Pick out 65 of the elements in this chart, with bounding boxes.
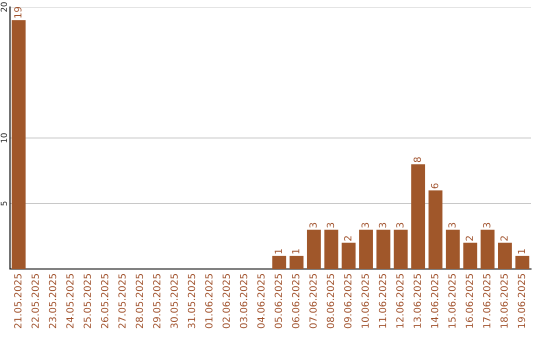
y-tick-label: 20 — [0, 2, 7, 12]
x-tick-label: 17.06.2025 — [483, 274, 490, 328]
data-label: 3 — [361, 222, 369, 228]
x-tick-label: 23.05.2025 — [48, 274, 56, 328]
data-label: 1 — [292, 249, 300, 254]
x-tick-label: 01.06.2025 — [205, 274, 213, 328]
x-tick-label: 12.06.2025 — [396, 274, 404, 328]
x-tick-label: 03.06.2025 — [240, 274, 248, 328]
bar — [428, 190, 442, 269]
bar — [12, 20, 26, 269]
x-tick-label: 14.06.2025 — [430, 274, 438, 328]
bar — [394, 230, 408, 269]
y-tick-label: 10 — [0, 133, 7, 142]
x-tick-label: 18.06.2025 — [500, 274, 508, 328]
bar — [515, 256, 530, 269]
x-tick-label: 02.06.2025 — [222, 274, 230, 328]
x-tick-label: 08.06.2025 — [326, 274, 334, 328]
x-tick-label: 16.06.2025 — [466, 274, 474, 328]
data-label: 1 — [518, 249, 525, 254]
x-tick-label: 24.05.2025 — [66, 274, 74, 328]
x-tick-label: 30.05.2025 — [170, 274, 178, 328]
data-label: 3 — [396, 222, 404, 228]
bar — [359, 230, 373, 269]
bar — [324, 230, 338, 269]
y-tick-label: 5 — [0, 202, 7, 206]
x-tick-label: 06.06.2025 — [292, 274, 300, 328]
data-label: 8 — [414, 157, 421, 162]
bar — [272, 256, 286, 269]
x-tick-label: 04.06.2025 — [257, 274, 265, 328]
data-label: 3 — [448, 222, 456, 228]
data-label: 3 — [309, 222, 317, 228]
x-tick-label: 15.06.2025 — [448, 274, 456, 328]
bar — [376, 230, 390, 269]
data-label: 6 — [430, 183, 438, 188]
x-tick-label: 26.05.2025 — [100, 274, 108, 328]
bar — [290, 256, 304, 269]
x-tick-label: 21.05.2025 — [14, 274, 22, 328]
data-label: 19 — [14, 7, 22, 18]
bar — [480, 230, 495, 269]
bar — [411, 164, 426, 269]
x-tick-label: 25.05.2025 — [84, 274, 91, 328]
bar — [498, 242, 512, 269]
x-tick-label: 29.05.2025 — [153, 274, 160, 328]
x-tick-label: 28.05.2025 — [136, 274, 144, 328]
x-tick-label: 27.05.2025 — [118, 274, 126, 328]
x-tick-label: 13.06.2025 — [414, 274, 421, 328]
data-label: 2 — [466, 236, 473, 241]
data-label: 1 — [274, 249, 282, 254]
x-tick-label: 07.06.2025 — [309, 274, 317, 328]
data-label: 3 — [378, 222, 386, 228]
x-tick-label: 22.05.2025 — [32, 274, 39, 328]
x-tick-label: 09.06.2025 — [344, 274, 352, 328]
data-label: 3 — [483, 222, 490, 228]
x-tick-label: 11.06.2025 — [378, 274, 386, 328]
bar — [342, 242, 356, 269]
data-label: 3 — [326, 222, 334, 228]
x-tick-label: 05.06.2025 — [274, 274, 282, 328]
bar — [446, 230, 460, 269]
data-label: 2 — [344, 236, 352, 241]
x-tick-label: 10.06.2025 — [361, 274, 369, 328]
bar — [463, 242, 478, 269]
x-tick-label: 19.06.2025 — [518, 274, 526, 328]
x-tick-label: 31.05.2025 — [188, 274, 196, 328]
bar — [306, 230, 321, 269]
data-label: 2 — [500, 236, 508, 241]
